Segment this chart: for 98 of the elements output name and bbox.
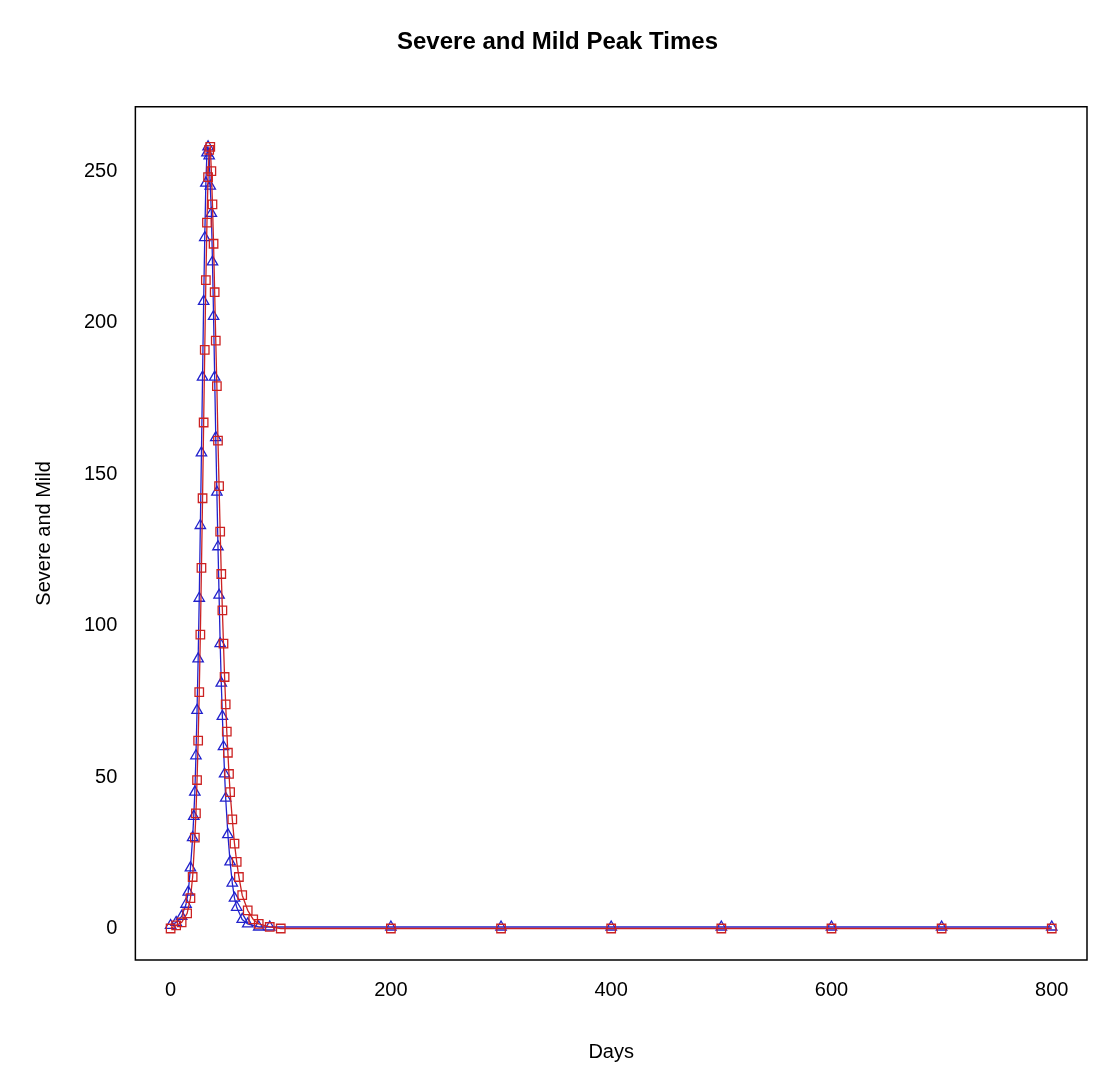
point [205, 206, 218, 218]
chart-title: Severe and Mild Peak Times [396, 27, 719, 55]
point [193, 735, 204, 746]
point [217, 605, 228, 616]
x-tick-label: 0 [165, 977, 177, 1000]
point [229, 838, 240, 849]
point [224, 855, 236, 866]
point [234, 872, 244, 882]
point [195, 446, 208, 457]
point [185, 893, 196, 904]
y-tick-label: 250 [83, 158, 118, 181]
point [210, 335, 221, 346]
point [206, 255, 219, 266]
point [189, 785, 201, 796]
point [193, 591, 206, 602]
point [221, 726, 232, 737]
point [200, 275, 211, 285]
point [214, 637, 227, 648]
point [199, 344, 210, 355]
point [194, 518, 207, 530]
point [211, 485, 223, 496]
point [213, 588, 225, 599]
point [191, 808, 201, 819]
point [208, 238, 219, 249]
y-tick-label: 100 [83, 613, 118, 636]
point [192, 652, 204, 663]
x-tick-label: 600 [814, 977, 849, 1000]
point [182, 885, 195, 896]
point [171, 920, 182, 931]
point [190, 749, 202, 760]
point [187, 809, 200, 821]
point [198, 417, 209, 428]
point [184, 861, 197, 872]
point [222, 827, 234, 839]
point [220, 699, 231, 710]
x-axis-title: Days [588, 1039, 634, 1062]
point [206, 166, 217, 176]
point [198, 231, 211, 242]
point [218, 767, 231, 778]
point [208, 370, 221, 381]
point [213, 435, 223, 446]
point [211, 381, 222, 392]
y-tick-label: 200 [83, 310, 118, 333]
x-tick-label: 800 [1035, 977, 1069, 1000]
point [236, 912, 249, 924]
point [196, 370, 209, 381]
point [214, 481, 224, 492]
point [192, 775, 202, 785]
point [215, 676, 228, 687]
point [241, 917, 254, 928]
point [202, 217, 212, 228]
point [207, 309, 220, 321]
x-tick-label: 400 [594, 977, 628, 1000]
point [216, 569, 227, 579]
point [209, 431, 222, 442]
point [200, 176, 212, 187]
point [217, 740, 230, 751]
y-tick-label: 150 [83, 461, 118, 484]
point [197, 493, 208, 504]
point [219, 791, 232, 802]
point [215, 526, 226, 537]
point [197, 294, 210, 305]
point [180, 897, 192, 908]
point [203, 172, 213, 182]
x-tick-label: 200 [374, 977, 408, 1000]
point [212, 540, 224, 551]
point [218, 638, 229, 649]
point [219, 672, 230, 682]
point [182, 908, 193, 919]
point [194, 687, 205, 698]
point [196, 563, 207, 573]
point [242, 905, 253, 916]
point [275, 923, 286, 934]
y-axis-title: Severe and Mild [31, 461, 54, 606]
point [165, 923, 176, 934]
y-tick-label: 50 [95, 764, 118, 787]
point [195, 629, 206, 640]
point [225, 787, 235, 798]
point [191, 703, 203, 714]
point [228, 891, 241, 902]
point [175, 909, 188, 921]
point [237, 890, 248, 901]
point [227, 814, 238, 825]
point [248, 914, 259, 925]
point [204, 179, 217, 190]
point [164, 918, 177, 930]
point [231, 856, 242, 867]
point [230, 900, 243, 911]
point [207, 199, 218, 210]
point [209, 287, 220, 298]
point [170, 915, 182, 927]
point [216, 709, 229, 721]
y-tick-label: 0 [106, 916, 118, 939]
point [224, 769, 234, 779]
point [226, 876, 239, 887]
point [187, 872, 198, 882]
point [176, 917, 187, 928]
point [223, 747, 233, 758]
